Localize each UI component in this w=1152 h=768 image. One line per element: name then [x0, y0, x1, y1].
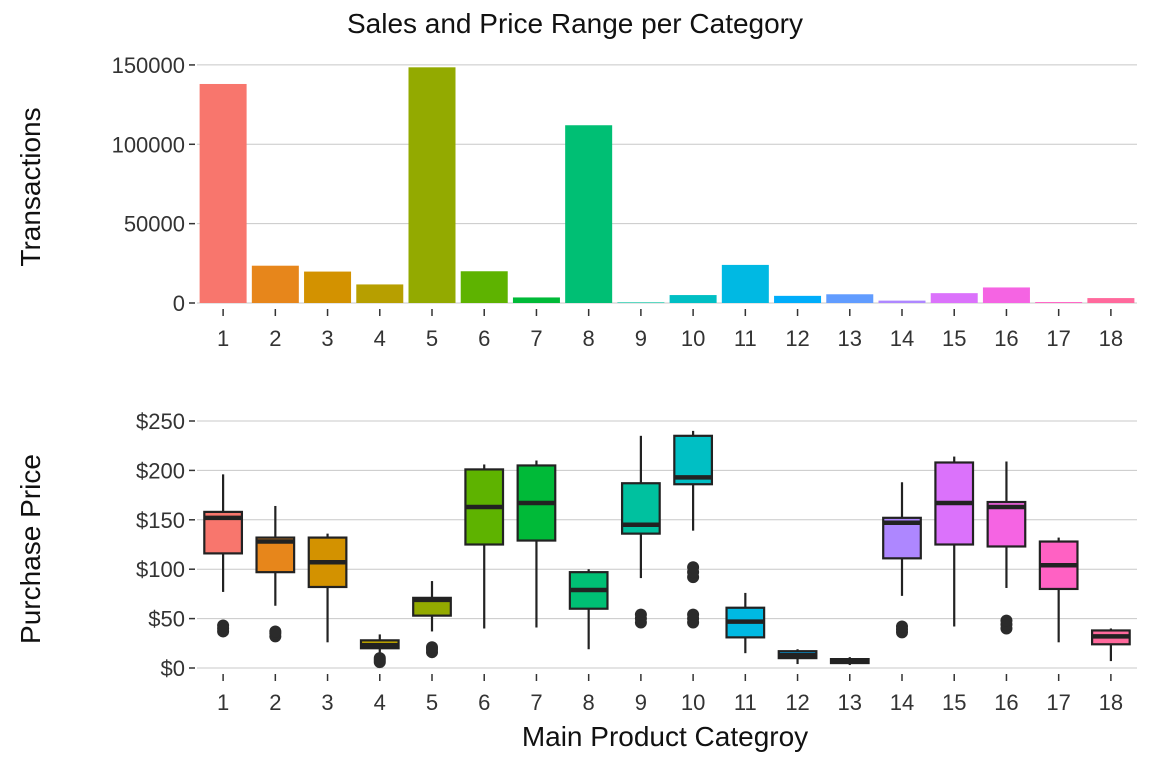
bottom-x-tick-label: 2 — [269, 690, 281, 715]
transactions-bar — [617, 302, 665, 303]
bottom-x-tick-label: 10 — [681, 690, 705, 715]
chart-title: Sales and Price Range per Category — [347, 8, 803, 39]
bottom-y-tick-label: $200 — [136, 458, 185, 483]
price-box — [986, 500, 1027, 548]
bottom-x-tick-label: 11 — [734, 690, 757, 715]
transactions-bar — [1035, 302, 1083, 303]
transactions-bar — [1087, 298, 1135, 303]
top-y-tick-label: 150000 — [112, 53, 185, 78]
transactions-bar — [930, 293, 978, 303]
transactions-bar — [356, 284, 404, 303]
bottom-x-tick-label: 9 — [635, 690, 647, 715]
bottom-y-tick-label: $0 — [161, 656, 185, 681]
bottom-y-tick-label: $50 — [148, 607, 185, 632]
transactions-bar — [565, 125, 613, 303]
bottom-x-tick-label: 4 — [374, 690, 386, 715]
transactions-bar — [251, 265, 299, 303]
box-outlier — [687, 561, 700, 574]
top-x-tick-label: 7 — [530, 326, 542, 351]
top-x-tick-label: 3 — [321, 326, 333, 351]
bottom-y-tick-label: $100 — [136, 557, 185, 582]
box-outlier — [426, 641, 438, 654]
top-y-tick-label: 100000 — [112, 132, 185, 157]
transactions-bar — [512, 297, 560, 303]
bottom-x-tick-label: 18 — [1099, 690, 1123, 715]
transactions-bar — [982, 287, 1030, 303]
bottom-x-tick-label: 5 — [426, 690, 438, 715]
transactions-bar — [199, 83, 247, 303]
transactions-bar — [408, 67, 456, 303]
top-x-tick-label: 8 — [583, 326, 595, 351]
top-x-tick-label: 10 — [681, 326, 705, 351]
top-x-tick-label: 17 — [1046, 326, 1070, 351]
transactions-bar — [826, 294, 874, 303]
bottom-x-tick-label: 3 — [321, 690, 333, 715]
bottom-x-tick-label: 7 — [530, 690, 542, 715]
top-x-tick-label: 18 — [1099, 326, 1123, 351]
box-outlier — [217, 619, 230, 632]
top-x-tick-label: 11 — [734, 326, 757, 351]
bottom-x-tick-label: 16 — [994, 690, 1018, 715]
bottom-y-tick-label: $250 — [136, 409, 185, 434]
top-x-tick-label: 6 — [478, 326, 490, 351]
bottom-y-tick-label: $150 — [136, 508, 185, 533]
transactions-bar — [460, 271, 508, 303]
transactions-bar — [669, 295, 717, 303]
bottom-x-tick-label: 17 — [1046, 690, 1070, 715]
top-x-tick-label: 9 — [635, 326, 647, 351]
top-x-tick-label: 13 — [838, 326, 862, 351]
top-x-tick-label: 12 — [785, 326, 809, 351]
top-x-tick-label: 5 — [426, 326, 438, 351]
bottom-x-tick-label: 15 — [942, 690, 966, 715]
transactions-bar — [878, 300, 926, 303]
top-x-tick-label: 2 — [269, 326, 281, 351]
top-x-tick-label: 14 — [890, 326, 914, 351]
top-x-tick-label: 16 — [994, 326, 1018, 351]
bottom-x-tick-label: 12 — [785, 690, 809, 715]
bottom-x-tick-label: 6 — [478, 690, 490, 715]
box-outlier — [896, 620, 908, 633]
transactions-bar — [721, 264, 769, 303]
top-y-tick-label: 50000 — [124, 212, 185, 237]
transactions-bar — [774, 295, 822, 303]
top-x-tick-label: 15 — [942, 326, 966, 351]
top-y-axis-title: Transactions — [15, 107, 46, 266]
box-outlier — [634, 608, 647, 621]
bottom-x-tick-label: 14 — [890, 690, 914, 715]
bottom-x-tick-label: 13 — [838, 690, 862, 715]
x-axis-title: Main Product Categroy — [522, 721, 808, 752]
top-x-tick-label: 4 — [374, 326, 386, 351]
top-x-tick-label: 1 — [217, 326, 229, 351]
bottom-x-tick-label: 8 — [583, 690, 595, 715]
box-outlier — [373, 652, 386, 665]
bottom-y-axis-title: Purchase Price — [15, 454, 46, 644]
top-y-tick-label: 0 — [173, 291, 185, 316]
box-outlier — [1000, 614, 1013, 627]
bottom-x-tick-label: 1 — [217, 690, 229, 715]
box-outlier — [269, 625, 282, 638]
box-outlier — [687, 608, 700, 621]
transactions-bar — [304, 271, 352, 303]
